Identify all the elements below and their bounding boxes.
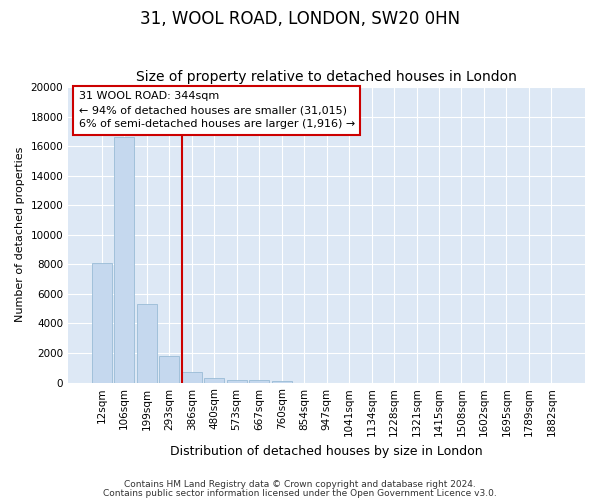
- Bar: [227, 380, 247, 382]
- Bar: [114, 138, 134, 382]
- X-axis label: Distribution of detached houses by size in London: Distribution of detached houses by size …: [170, 444, 483, 458]
- Bar: [249, 380, 269, 382]
- Bar: [204, 378, 224, 382]
- Bar: [272, 380, 292, 382]
- Bar: [92, 263, 112, 382]
- Text: 31 WOOL ROAD: 344sqm
← 94% of detached houses are smaller (31,015)
6% of semi-de: 31 WOOL ROAD: 344sqm ← 94% of detached h…: [79, 92, 355, 130]
- Title: Size of property relative to detached houses in London: Size of property relative to detached ho…: [136, 70, 517, 85]
- Text: Contains public sector information licensed under the Open Government Licence v3: Contains public sector information licen…: [103, 489, 497, 498]
- Bar: [182, 372, 202, 382]
- Text: Contains HM Land Registry data © Crown copyright and database right 2024.: Contains HM Land Registry data © Crown c…: [124, 480, 476, 489]
- Text: 31, WOOL ROAD, LONDON, SW20 0HN: 31, WOOL ROAD, LONDON, SW20 0HN: [140, 10, 460, 28]
- Bar: [159, 356, 179, 382]
- Bar: [137, 304, 157, 382]
- Y-axis label: Number of detached properties: Number of detached properties: [15, 147, 25, 322]
